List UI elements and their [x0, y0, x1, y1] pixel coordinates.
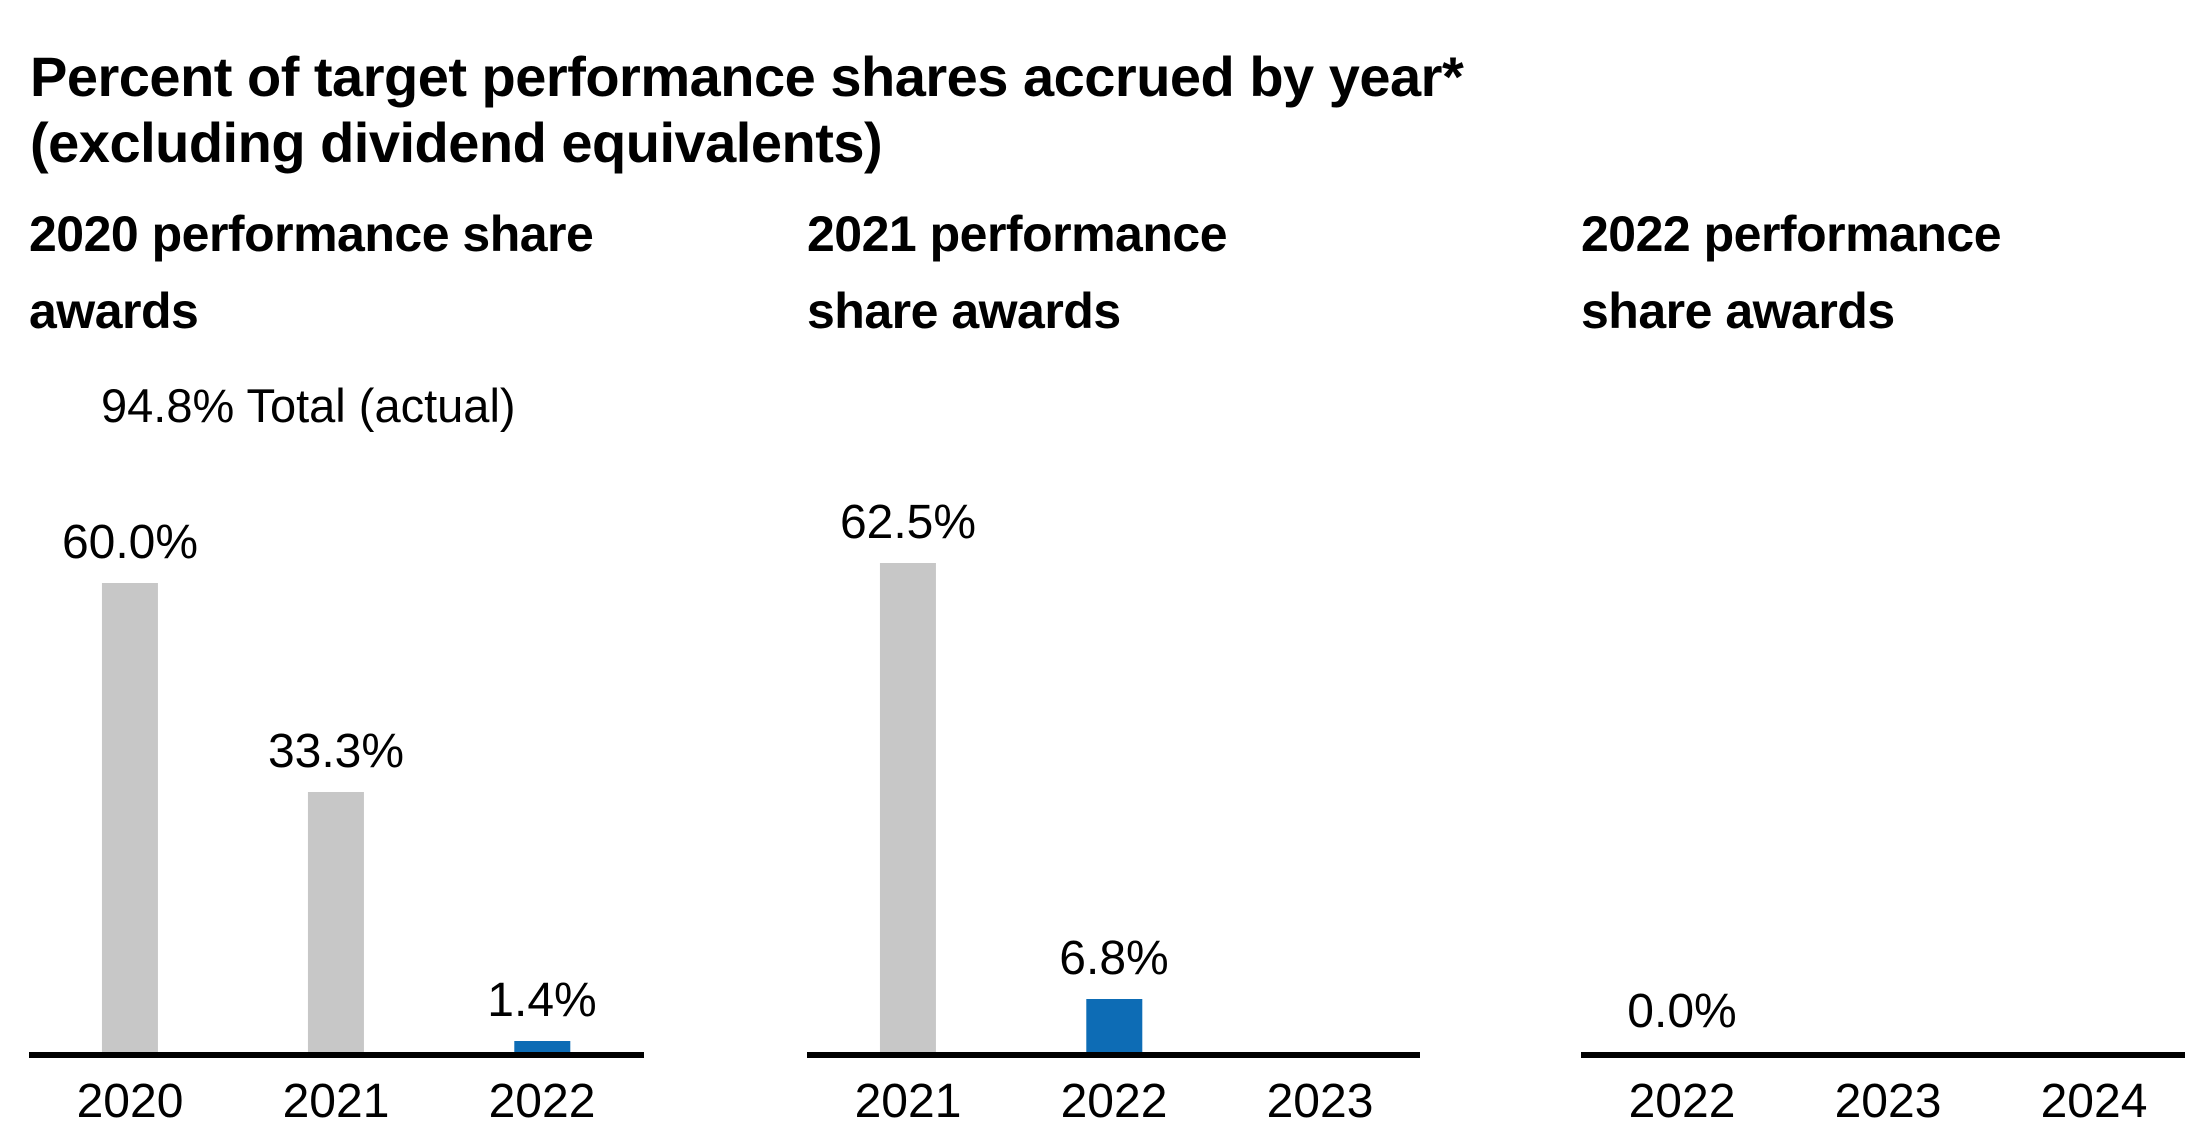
- bar-slot: 60.0%: [62, 517, 198, 1052]
- bar-slot: 6.8%: [1059, 932, 1169, 1052]
- panel-header-line-2: share awards: [807, 283, 1121, 339]
- bar-value-label: 33.3%: [267, 725, 405, 778]
- x-axis-line: [1581, 1052, 2185, 1058]
- x-axis-label: 2023: [1834, 1075, 1942, 1128]
- bar-value-label: 6.8%: [1059, 932, 1169, 985]
- bar: [879, 563, 936, 1052]
- x-axis-label: 2021: [282, 1075, 390, 1128]
- x-axis-label: 2020: [76, 1075, 184, 1128]
- bar: [514, 1041, 570, 1052]
- bar-slot: 62.5%: [840, 497, 976, 1052]
- x-axis-line: [807, 1052, 1420, 1058]
- bar-slot: 1.4%: [487, 974, 597, 1052]
- chart-panel-2020-awards: 2020 performance share awards 94.8% Tota…: [29, 196, 644, 1136]
- x-axis-label: 2021: [854, 1075, 962, 1128]
- x-axis-label: 2024: [2040, 1075, 2148, 1128]
- page-title-line-2: (excluding dividend equivalents): [30, 110, 883, 174]
- bar: [307, 792, 364, 1052]
- chart-panel-2022-awards: 2022 performance share awards 0.0% 2022 …: [1581, 196, 2185, 1136]
- bar-slot: 0.0%: [1627, 986, 1736, 1052]
- x-axis-label: 2022: [1628, 1075, 1736, 1128]
- page-title: Percent of target performance shares acc…: [30, 44, 1464, 176]
- panel-header: 2021 performance share awards: [807, 196, 1228, 350]
- panel-header: 2022 performance share awards: [1581, 196, 2002, 350]
- panel-header: 2020 performance share awards: [29, 196, 594, 350]
- x-axis-line: [29, 1052, 644, 1058]
- x-axis-label: 2023: [1266, 1075, 1374, 1128]
- panel-header-line-2: awards: [29, 283, 199, 339]
- bar-value-label: 62.5%: [839, 496, 977, 549]
- bar-slot: 33.3%: [268, 726, 404, 1052]
- panel-header-line-1: 2020 performance share: [29, 206, 594, 262]
- bar-value-label: 0.0%: [1627, 985, 1737, 1038]
- chart-panel-2021-awards: 2021 performance share awards 62.5% 6.8%…: [807, 196, 1420, 1136]
- page-title-line-1: Percent of target performance shares acc…: [30, 44, 1464, 108]
- bar-value-label: 1.4%: [487, 974, 597, 1027]
- bar-value-label: 60.0%: [61, 516, 199, 569]
- panel-subtitle-total-actual: 94.8% Total (actual): [101, 379, 516, 432]
- bar: [101, 583, 158, 1052]
- panel-header-line-2: share awards: [1581, 283, 1895, 339]
- x-axis-label: 2022: [1060, 1075, 1168, 1128]
- panel-header-line-1: 2021 performance: [807, 206, 1228, 262]
- panel-header-line-1: 2022 performance: [1581, 206, 2002, 262]
- x-axis-label: 2022: [488, 1075, 596, 1128]
- bar: [1086, 999, 1142, 1052]
